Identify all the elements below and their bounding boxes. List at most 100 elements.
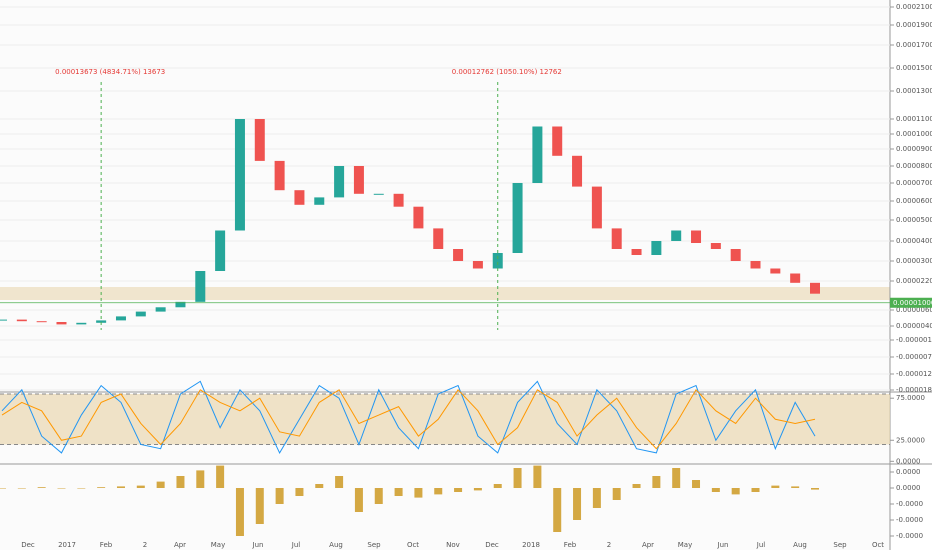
macd-bar: [652, 476, 661, 488]
macd-bar: [473, 488, 482, 491]
annotation: 0.00013673 (4834.71%) 13673: [55, 68, 165, 76]
candle: [512, 183, 523, 253]
macd-bar: [315, 484, 324, 488]
y-tick-label: -0.00000700: [896, 353, 932, 361]
candle: [790, 273, 801, 283]
candle: [572, 155, 583, 187]
stoch-band: [0, 394, 890, 445]
macd-bar: [57, 488, 66, 489]
candle: [433, 228, 444, 249]
candle: [691, 230, 702, 243]
x-tick-label: 2017: [58, 541, 76, 549]
candle: [651, 241, 662, 255]
candle: [671, 230, 682, 241]
macd-bar: [434, 488, 443, 495]
macd-bar: [553, 488, 562, 532]
x-tick-label: Apr: [174, 541, 186, 549]
macd-bar: [255, 488, 264, 524]
candle: [334, 166, 345, 198]
macd-bar: [592, 488, 601, 508]
candle: [294, 190, 305, 205]
x-tick-label: Dec: [21, 541, 35, 549]
macd-bar: [176, 476, 185, 488]
macd-bar: [573, 488, 582, 520]
macd-bar: [216, 465, 225, 488]
candle: [115, 316, 126, 321]
macd-bar: [454, 488, 463, 492]
candle: [254, 119, 265, 161]
candle: [96, 320, 107, 323]
macd-bar: [533, 465, 542, 488]
x-tick-label: Jul: [756, 541, 766, 549]
macd-bar: [17, 488, 26, 489]
stoch-line: [1, 388, 816, 450]
x-tick-label: Sep: [367, 541, 381, 549]
y-tick-label: 0.0000: [896, 484, 921, 492]
candle: [472, 261, 483, 269]
x-tick-label: 2018: [522, 541, 540, 549]
macd-bar: [0, 488, 6, 489]
candle: [0, 319, 7, 321]
candle: [730, 249, 741, 261]
y-tick-label: -0.00001850: [896, 386, 932, 394]
macd-bar: [116, 486, 125, 488]
macd-bar: [394, 488, 403, 496]
candle: [314, 197, 325, 205]
candle: [591, 186, 602, 229]
macd-bar: [196, 470, 205, 488]
candle: [274, 160, 285, 191]
candle: [234, 119, 245, 231]
macd-bar: [632, 484, 641, 488]
macd-bar: [513, 468, 522, 488]
x-tick-label: Oct: [407, 541, 419, 549]
macd-bar: [354, 488, 363, 512]
candle: [16, 319, 27, 322]
candle: [611, 228, 622, 249]
macd-bar: [771, 485, 780, 488]
macd-bar: [751, 488, 760, 492]
candle: [631, 249, 642, 255]
x-tick-label: 2: [143, 541, 147, 549]
x-tick-label: Aug: [793, 541, 807, 549]
x-tick-label: Feb: [564, 541, 577, 549]
macd-bar: [275, 488, 284, 504]
y-tick-label: -0.0000: [896, 516, 923, 524]
candle: [175, 301, 186, 308]
macd-bar: [672, 468, 681, 488]
last-price-box: [890, 297, 932, 308]
x-tick-label: Jul: [291, 541, 301, 549]
macd-bar: [97, 487, 106, 488]
y-tick-label: 75.0000: [896, 394, 925, 402]
y-tick-label: 0.00000400: [896, 322, 932, 330]
x-tick-label: Dec: [485, 541, 499, 549]
y-tick-label: -0.0000: [896, 532, 923, 540]
macd-bar: [414, 488, 423, 498]
candle: [750, 261, 761, 269]
macd-bar: [37, 487, 46, 488]
candle: [353, 166, 364, 194]
y-tick-label: -0.00001250: [896, 370, 932, 378]
candle: [195, 271, 206, 302]
x-tick-label: May: [211, 541, 225, 549]
candle: [552, 126, 563, 156]
macd-bar: [235, 488, 244, 536]
last-price-label: 0.00001000: [893, 299, 932, 307]
stoch-line: [1, 380, 816, 454]
y-tick-label: 0.0000: [896, 468, 921, 476]
candle: [710, 243, 721, 249]
macd-bar: [295, 488, 304, 496]
candle: [76, 322, 87, 325]
macd-bar: [156, 481, 165, 488]
x-tick-label: May: [678, 541, 692, 549]
macd-bar: [711, 488, 720, 492]
candle: [373, 193, 384, 195]
candle: [36, 321, 47, 323]
x-tick-label: Jun: [717, 541, 729, 549]
